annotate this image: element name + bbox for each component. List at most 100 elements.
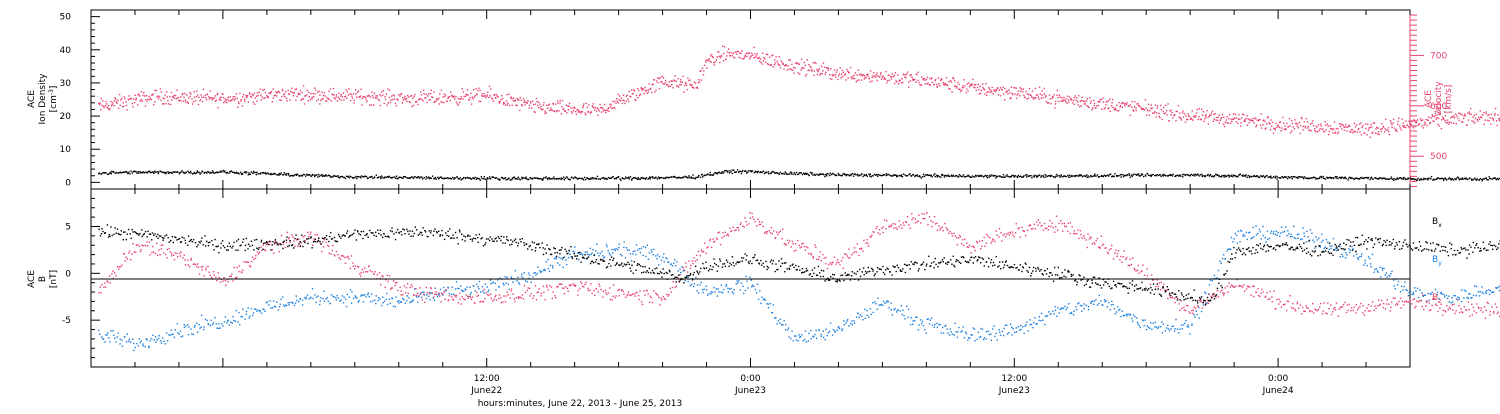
data-point [1231, 176, 1232, 177]
data-point [472, 98, 473, 99]
data-point [786, 173, 787, 174]
data-point [885, 78, 886, 79]
data-point [359, 300, 360, 301]
data-point [938, 83, 939, 84]
data-point [523, 102, 524, 103]
data-point [676, 85, 677, 86]
data-point [653, 249, 654, 250]
data-point [344, 177, 345, 178]
data-point [297, 174, 298, 175]
data-point [1405, 120, 1406, 121]
data-point [1063, 97, 1064, 98]
data-point [852, 76, 853, 77]
data-point [147, 172, 148, 173]
data-point [397, 178, 398, 179]
data-point [1280, 177, 1281, 178]
data-point [630, 253, 631, 254]
data-point [677, 270, 678, 271]
data-point [216, 323, 217, 324]
data-point [173, 95, 174, 96]
data-point [685, 82, 686, 83]
data-point [587, 254, 588, 255]
data-point [1345, 177, 1346, 178]
data-point [632, 253, 633, 254]
data-point [567, 177, 568, 178]
data-point [1182, 110, 1183, 111]
data-point [799, 64, 800, 65]
data-point [552, 267, 553, 268]
data-point [909, 75, 910, 76]
data-point [1377, 133, 1378, 134]
data-point [1494, 115, 1495, 116]
data-point [1004, 177, 1005, 178]
data-point [482, 286, 483, 287]
data-point [254, 104, 255, 105]
data-point [706, 67, 707, 68]
data-point [760, 62, 761, 63]
data-point [629, 178, 630, 179]
data-point [895, 175, 896, 176]
data-point [1161, 176, 1162, 177]
data-point [986, 95, 987, 96]
bottom-left-axis-ticks: -505 [62, 198, 100, 357]
data-point [772, 55, 773, 56]
data-point [1224, 176, 1225, 177]
data-point [1077, 101, 1078, 102]
data-point [331, 176, 332, 177]
data-point [1393, 180, 1394, 181]
data-point [240, 172, 241, 173]
data-point [668, 86, 669, 87]
data-point [1205, 114, 1206, 115]
data-point [586, 103, 587, 104]
data-point [867, 176, 868, 177]
data-point [480, 101, 481, 102]
data-point [346, 98, 347, 99]
data-point [101, 105, 102, 106]
data-point [1257, 176, 1258, 177]
data-point [297, 96, 298, 97]
data-point [707, 295, 708, 296]
data-point [1331, 128, 1332, 129]
data-point [1040, 176, 1041, 177]
data-point [911, 77, 912, 78]
data-point [1328, 177, 1329, 178]
data-point [651, 251, 652, 252]
data-point [349, 297, 350, 298]
data-point [294, 92, 295, 93]
data-point [1240, 126, 1241, 127]
data-point [1078, 95, 1079, 96]
data-point [1301, 118, 1302, 119]
data-point [1082, 176, 1083, 177]
data-point [508, 178, 509, 179]
data-point [1479, 119, 1480, 120]
data-point [1181, 119, 1182, 120]
data-point [689, 177, 690, 178]
data-point [1495, 113, 1496, 114]
data-point [998, 175, 999, 176]
data-point [1092, 107, 1093, 108]
data-point [1018, 90, 1019, 91]
data-point [604, 109, 605, 110]
data-point [270, 93, 271, 94]
data-point [144, 346, 145, 347]
data-point [873, 75, 874, 76]
data-point [894, 75, 895, 76]
data-point [1453, 115, 1454, 116]
data-point [569, 254, 570, 255]
data-point [259, 310, 260, 311]
data-point [214, 97, 215, 98]
data-point [1035, 97, 1036, 98]
data-point [543, 178, 544, 179]
data-point [547, 259, 548, 260]
data-point [982, 83, 983, 84]
data-point [220, 97, 221, 98]
data-point [1318, 124, 1319, 125]
data-point [1037, 94, 1038, 95]
data-point [98, 103, 99, 104]
data-point [1118, 175, 1119, 176]
data-point [1199, 108, 1200, 109]
data-point [827, 173, 828, 174]
data-point [392, 298, 393, 299]
data-point [727, 51, 728, 52]
data-point [1166, 110, 1167, 111]
